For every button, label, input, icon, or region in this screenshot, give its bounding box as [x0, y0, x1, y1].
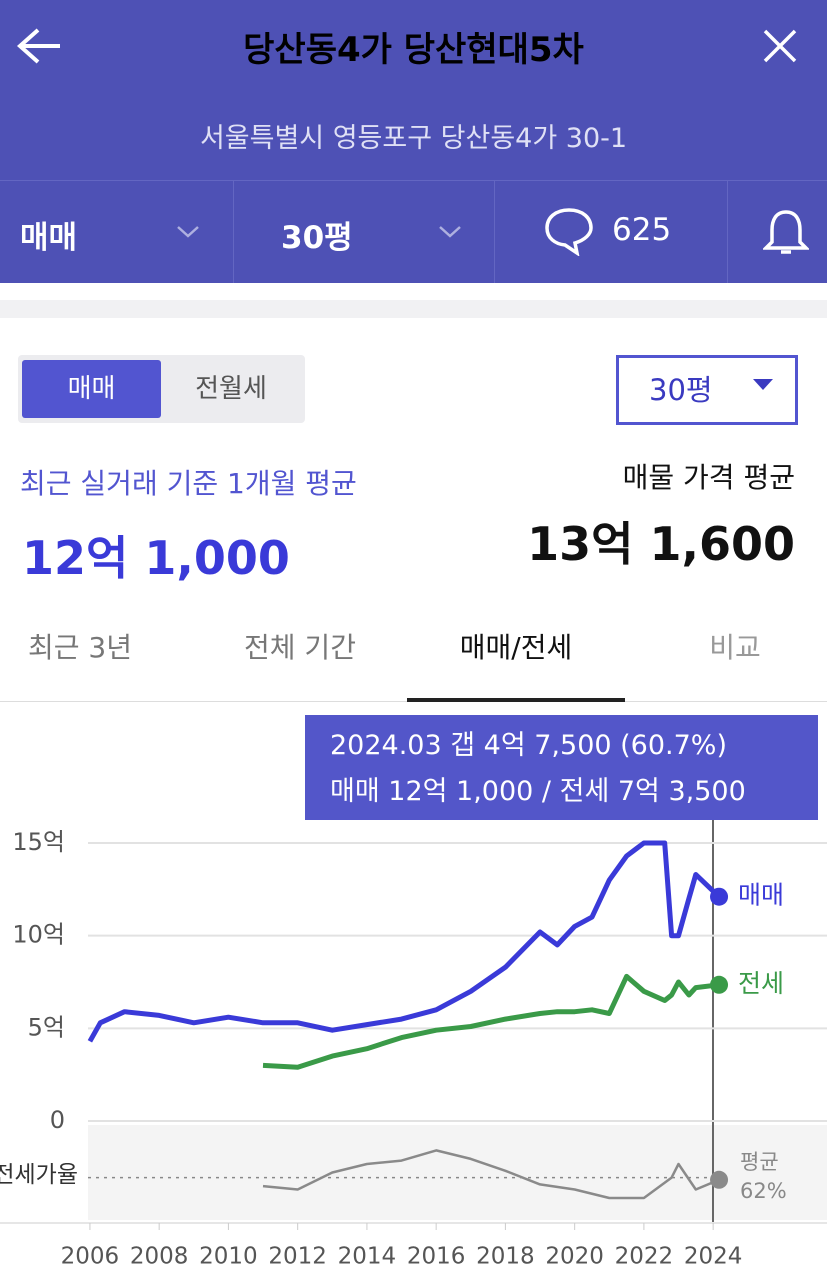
- end-point: [710, 975, 729, 994]
- divider: [727, 180, 728, 283]
- listing-value: 13억 1,600: [527, 517, 795, 571]
- x-tick-label: 2014: [338, 1244, 397, 1270]
- tab-indicator: [407, 698, 625, 702]
- y-tick-label: 15억: [12, 828, 65, 856]
- ratio-label: 전세가율: [0, 1162, 78, 1188]
- tooltip-line: 2024.03 갭 4억 7,500 (60.7%): [330, 730, 727, 761]
- comment-count[interactable]: 625: [612, 212, 672, 248]
- comment-icon[interactable]: [543, 206, 595, 256]
- average-title: 평균: [740, 1150, 779, 1174]
- y-tick-label: 0: [50, 1106, 65, 1134]
- toggle-sale[interactable]: 매매: [22, 360, 161, 418]
- page-title: 당산동4가 당산현대5차: [243, 30, 584, 70]
- chevron: [177, 226, 199, 238]
- divider: [494, 180, 495, 283]
- tab-active[interactable]: 매매/전세: [459, 631, 573, 664]
- y-tick-label: 10억: [12, 921, 65, 949]
- end-point: [710, 887, 729, 906]
- chevron: [439, 226, 461, 238]
- x-tick-label: 2020: [545, 1244, 604, 1270]
- tooltip: 2024.03 갭 4억 7,500 (60.7%) 매매 12억 1,000 …: [305, 715, 818, 820]
- separator: [0, 300, 827, 318]
- x-tick-label: 2012: [268, 1244, 327, 1270]
- divider: [233, 180, 234, 283]
- legend-label: 매매: [738, 881, 784, 910]
- address: 서울특별시 영등포구 당산동4가 30-1: [199, 123, 628, 154]
- back-button[interactable]: [16, 26, 62, 66]
- filter-bar: [0, 180, 827, 284]
- x-tick-label: 2016: [407, 1244, 466, 1270]
- tab[interactable]: 전체 기간: [244, 631, 356, 664]
- tooltip-line: 매매 12억 1,000 / 전세 7억 3,500: [330, 776, 746, 807]
- tab[interactable]: 비교: [709, 631, 761, 664]
- series-line: [262, 1149, 720, 1200]
- close-button[interactable]: [762, 28, 798, 64]
- recent-value: 12억 1,000: [22, 531, 290, 585]
- x-tick-label: 2008: [130, 1244, 189, 1270]
- toggle-rent[interactable]: 전월세: [195, 374, 267, 404]
- tab[interactable]: 최근 3년: [28, 631, 132, 664]
- x-tick-label: 2006: [61, 1244, 120, 1270]
- listing-label: 매물 가격 평균: [622, 461, 795, 494]
- series-line: [262, 973, 720, 1070]
- ratio-panel: [88, 1125, 827, 1220]
- x-tick-label: 2024: [684, 1244, 743, 1270]
- dropdown-arrow: [753, 379, 773, 390]
- legend-label: 전세: [738, 969, 784, 998]
- end-point: [710, 1170, 729, 1189]
- recent-label: 최근 실거래 기준 1개월 평균: [20, 467, 357, 500]
- bell-icon[interactable]: [763, 208, 809, 258]
- header: [0, 0, 827, 283]
- size-select-label: 30평: [649, 373, 713, 407]
- size-filter[interactable]: 30평: [281, 220, 353, 256]
- chart: 0 5억 10억 15억 2006 2008 2010 2012 2014 2016 2018 202…: [0, 820, 827, 1270]
- size-select[interactable]: 30평: [616, 355, 798, 425]
- average-label: 62%: [740, 1179, 787, 1203]
- x-tick-label: 2010: [199, 1244, 258, 1270]
- series-line: [87, 840, 721, 1043]
- deal-filter[interactable]: 매매: [20, 220, 78, 256]
- x-tick-label: 2018: [476, 1244, 535, 1270]
- x-tick-label: 2022: [615, 1244, 674, 1270]
- y-tick-label: 5억: [28, 1013, 65, 1041]
